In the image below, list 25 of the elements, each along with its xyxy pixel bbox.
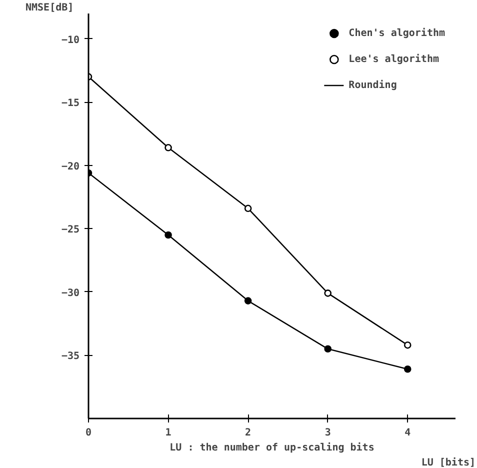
point xyxy=(164,144,172,152)
legend-label: Chen's algorithm xyxy=(348,28,445,38)
point xyxy=(324,290,332,297)
legend-label: Lee's algorithm xyxy=(348,54,439,64)
x-tick-label: 1 xyxy=(165,428,172,438)
y-tick-label: −20 xyxy=(61,161,80,172)
annotation: Rounding xyxy=(348,80,397,90)
y-tick-label: −25 xyxy=(61,224,80,236)
x-tick-label: 3 xyxy=(324,428,331,438)
text: LU : the number of up-scaling bits xyxy=(170,442,374,454)
point xyxy=(244,204,252,212)
y-tick-label: −10 xyxy=(61,34,80,46)
y-tick-label: −30 xyxy=(61,288,80,299)
point xyxy=(244,297,252,304)
x-tick-label: 0 xyxy=(85,428,92,438)
y-tick-label: −35 xyxy=(61,351,80,362)
point xyxy=(164,231,172,239)
x-tick-label: 2 xyxy=(245,428,252,438)
y-axis-title: NMSE[dB] xyxy=(26,2,74,14)
x-tick-label: 4 xyxy=(404,428,411,438)
point xyxy=(404,365,412,373)
point xyxy=(404,341,412,349)
point xyxy=(324,345,332,353)
x-axis-title: LU [bits] xyxy=(421,456,476,468)
y-tick-label: −15 xyxy=(61,98,80,110)
